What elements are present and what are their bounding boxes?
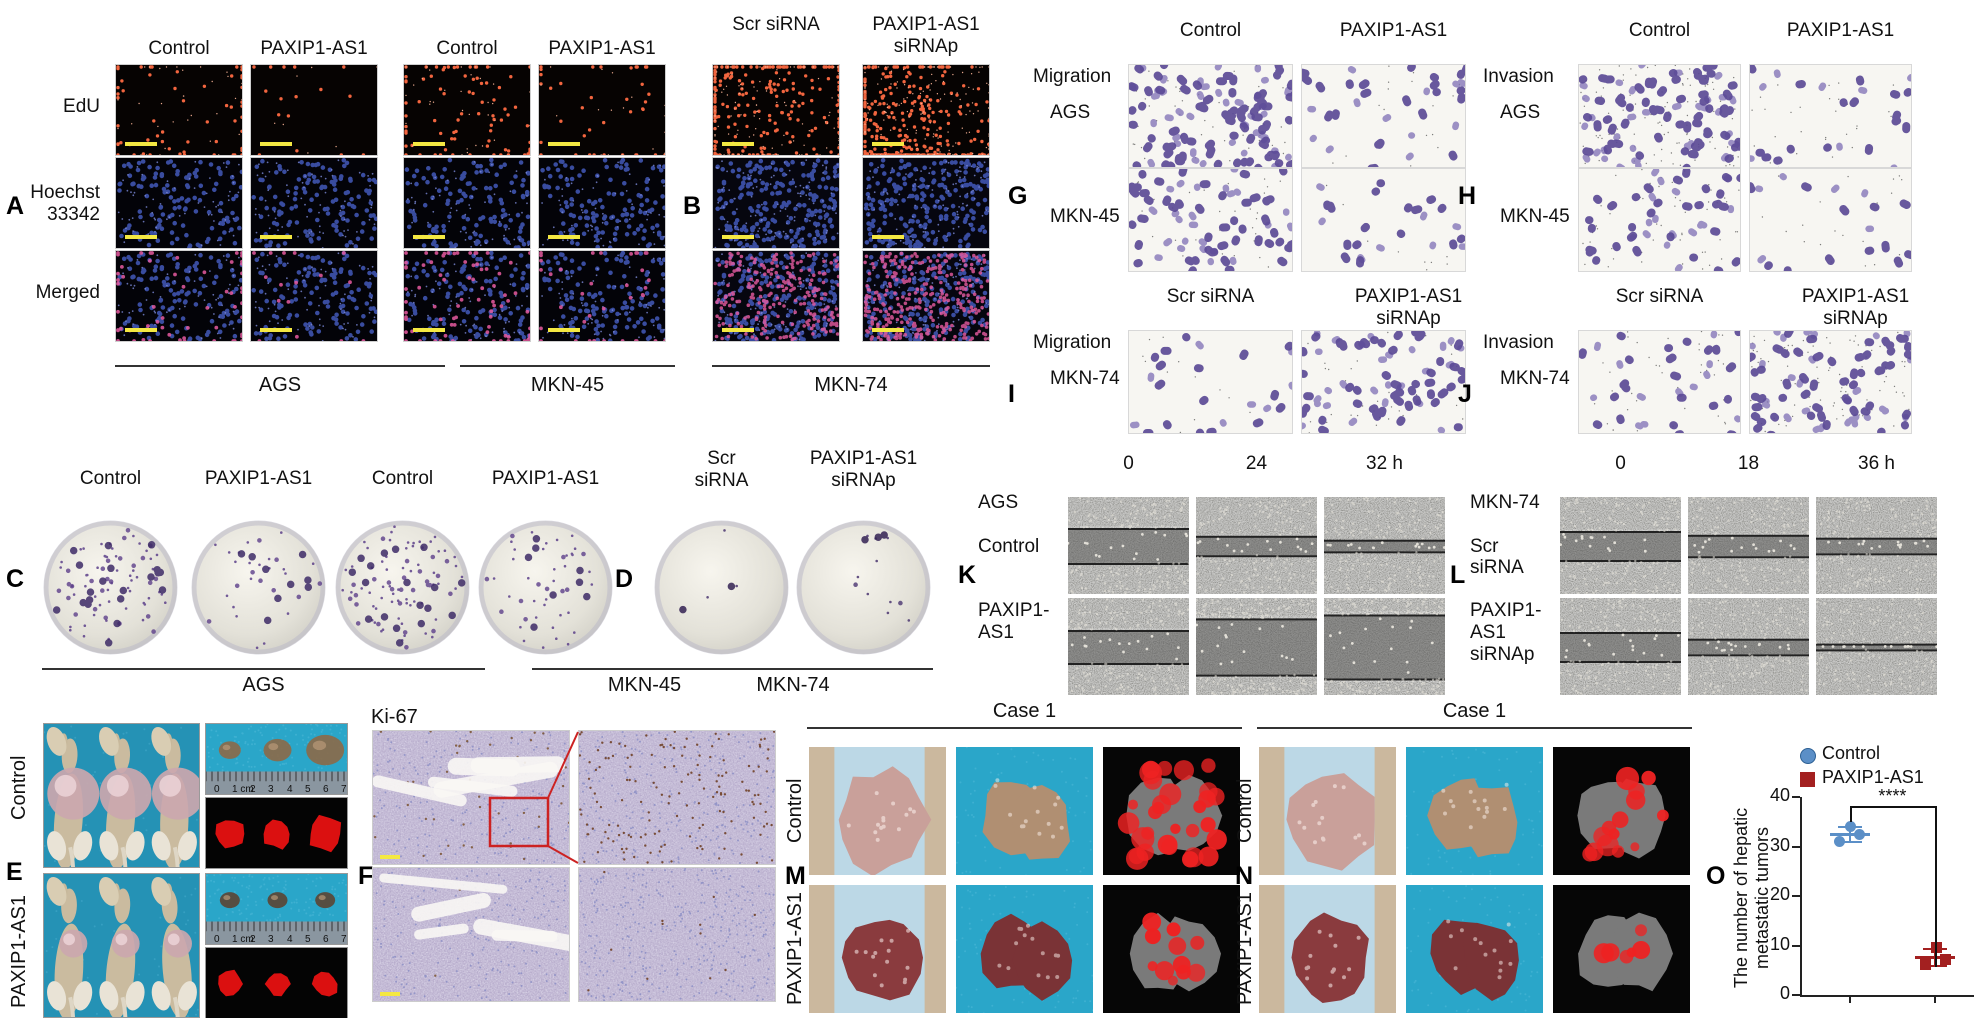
svg-text:4: 4 [287,784,293,795]
svg-text:3: 3 [268,784,274,795]
svg-text:2: 2 [250,934,256,945]
svg-text:0: 0 [214,934,220,945]
svg-text:6: 6 [323,934,329,945]
svg-text:7: 7 [341,784,347,795]
svg-text:4: 4 [287,934,293,945]
svg-text:2: 2 [250,784,256,795]
svg-text:5: 5 [305,784,311,795]
svg-text:3: 3 [268,934,274,945]
svg-text:6: 6 [323,784,329,795]
svg-text:5: 5 [305,934,311,945]
svg-text:7: 7 [341,934,347,945]
svg-text:0: 0 [214,784,220,795]
